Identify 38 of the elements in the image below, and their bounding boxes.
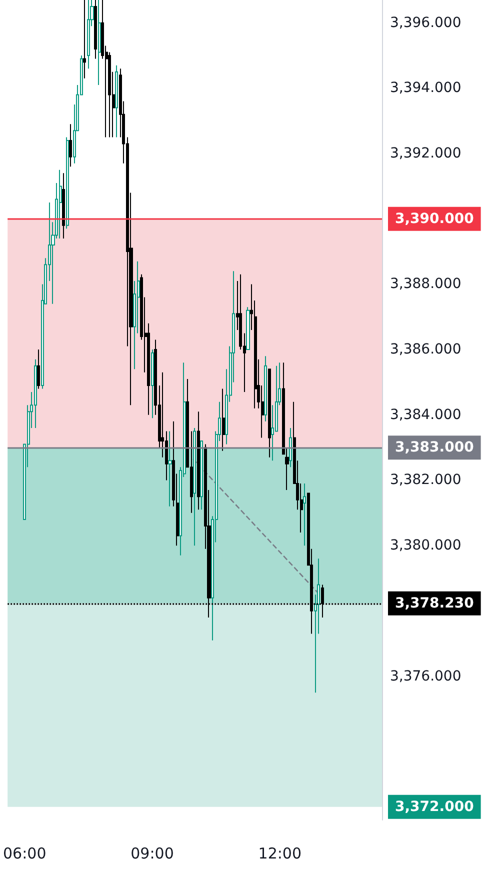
candlestick [59, 169, 62, 239]
candlestick [303, 483, 306, 546]
y-tick-label: 3,396.000 [390, 14, 462, 31]
candlestick [168, 430, 172, 507]
x-tick-label: 09:00 [130, 844, 174, 862]
candlestick [115, 64, 118, 138]
candlestick [37, 349, 40, 390]
candlestick [69, 124, 72, 168]
candlestick [98, 0, 101, 86]
candlestick [246, 306, 250, 350]
candlestick [222, 388, 225, 452]
x-tick-label: 12:00 [258, 844, 302, 862]
x-tick-label: 06:00 [2, 844, 46, 862]
y-tick-label: 3,384.000 [390, 406, 462, 423]
candlestick [268, 368, 271, 458]
y-tick-label: 3,376.000 [390, 668, 462, 684]
candlestick [66, 136, 69, 230]
candlestick [264, 356, 267, 422]
candlestick [94, 0, 97, 60]
candlestick [83, 0, 86, 79]
candlestick [87, 0, 90, 70]
candlestick [62, 172, 65, 239]
ref-line-label: 3,390.000 [395, 210, 474, 227]
y-tick-label: 3,380.000 [390, 538, 462, 554]
candlestick [200, 440, 203, 510]
y-tick-label: 3,382.000 [390, 472, 462, 488]
candlestick [193, 427, 196, 546]
candlestick [34, 358, 37, 428]
y-tick-label: 3,394.000 [390, 80, 462, 96]
ref-line-label: 3,378.230 [395, 595, 474, 612]
ref-line-label: 3,383.000 [395, 440, 474, 456]
candlestick [289, 427, 292, 468]
candlestick [151, 349, 154, 419]
band-label: 3,372.000 [395, 798, 474, 815]
y-tick-label: 3,386.000 [390, 342, 462, 358]
y-tick-label: 3,392.000 [390, 146, 462, 162]
candlestick [197, 411, 200, 510]
y-tick-label: 3,388.000 [390, 276, 462, 292]
